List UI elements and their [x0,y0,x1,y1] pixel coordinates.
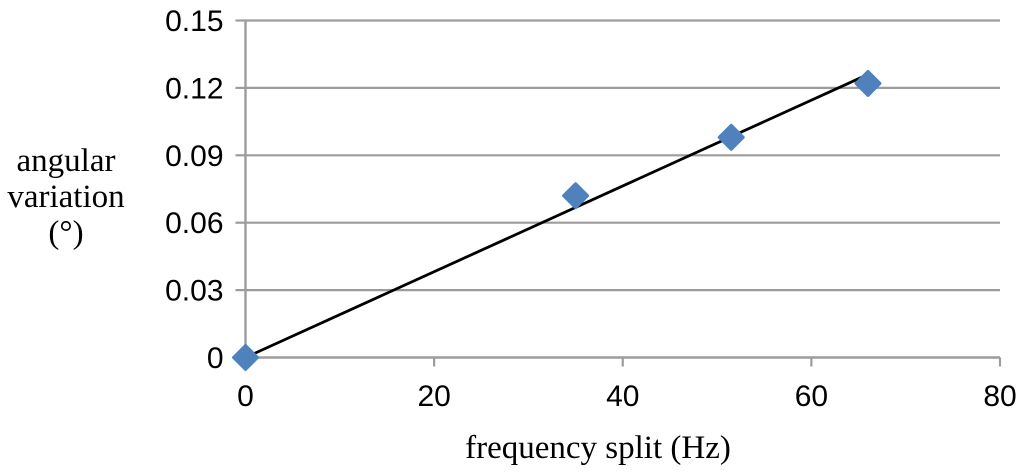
y-axis-title: angular variation (°) [7,143,124,251]
x-tick-label: 20 [417,380,450,413]
y-tick-label: 0 [207,342,224,375]
y-tick-label: 0.12 [165,72,223,105]
tick-marks [235,19,1002,367]
data-point-marker [717,123,745,151]
x-tick-label: 60 [795,380,828,413]
y-axis-title-line3: (°) [48,215,83,251]
trendline-segment [244,73,870,359]
y-gridlines [245,19,1000,292]
y-tick-label: 0.06 [165,207,223,240]
data-point-marker [854,69,882,97]
x-tick-label: 80 [983,380,1016,413]
data-points [232,69,882,371]
y-axis-title-line1: angular [17,143,116,179]
y-axis-title-line2: variation [7,179,124,215]
trendline [244,73,870,359]
y-tick-labels: 0 0.03 0.06 0.09 0.12 0.15 [165,5,223,375]
x-tick-label: 40 [606,380,639,413]
y-tick-label: 0.15 [165,5,223,38]
data-point-marker [562,182,590,210]
x-axis-title: frequency split (Hz) [465,430,731,466]
y-tick-label: 0.09 [165,140,223,173]
data-point-marker [232,344,259,371]
x-tick-label: 0 [237,380,254,413]
x-tick-labels: 0 20 40 60 80 [237,380,1017,413]
y-tick-label: 0.03 [165,275,223,308]
